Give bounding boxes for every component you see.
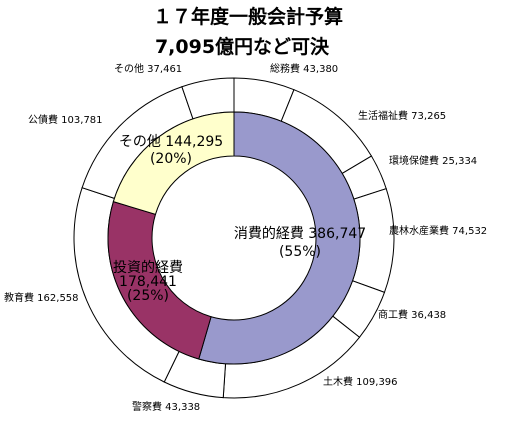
inner-slice-label: 投資的経費 <box>113 260 183 276</box>
inner-slice <box>198 111 361 365</box>
outer-slice-label: その他 37,461 <box>114 62 182 75</box>
outer-ring-labels: 総務費 43,380 生活福祉費 73,265 環境保健費 25,334 農林水産業費… <box>4 62 487 413</box>
inner-slice-label: その他 144,295 <box>119 134 223 150</box>
inner-ring <box>107 111 361 365</box>
outer-slice-label: 農林水産業費 74,532 <box>389 224 487 237</box>
outer-slice-label: 生活福祉費 73,265 <box>358 109 446 122</box>
inner-slice <box>112 111 235 215</box>
inner-slice-label: 消費的経費 386,747 <box>234 226 366 242</box>
outer-slice-label: 公債費 103,781 <box>28 113 103 126</box>
outer-slice-label: 警察費 43,338 <box>132 400 200 413</box>
outer-ring <box>73 77 395 399</box>
inner-slice-label: (55%) <box>279 244 321 260</box>
outer-slice-label: 教育費 162,558 <box>4 291 79 304</box>
chart-title-line2: 7,095億円など可決 <box>155 35 330 58</box>
chart-title-line1: １７年度一般会計予算 <box>153 5 343 28</box>
outer-slice-label: 総務費 43,380 <box>270 62 338 75</box>
outer-slice-label: 土木費 109,396 <box>323 375 398 388</box>
outer-slice-label: 環境保健費 25,334 <box>389 154 477 167</box>
inner-slice-label: 178,441 <box>119 274 177 290</box>
inner-slice-label: (25%) <box>127 288 169 304</box>
outer-slice-label: 商工費 36,438 <box>378 308 446 321</box>
inner-slice-label: (20%) <box>150 151 192 167</box>
